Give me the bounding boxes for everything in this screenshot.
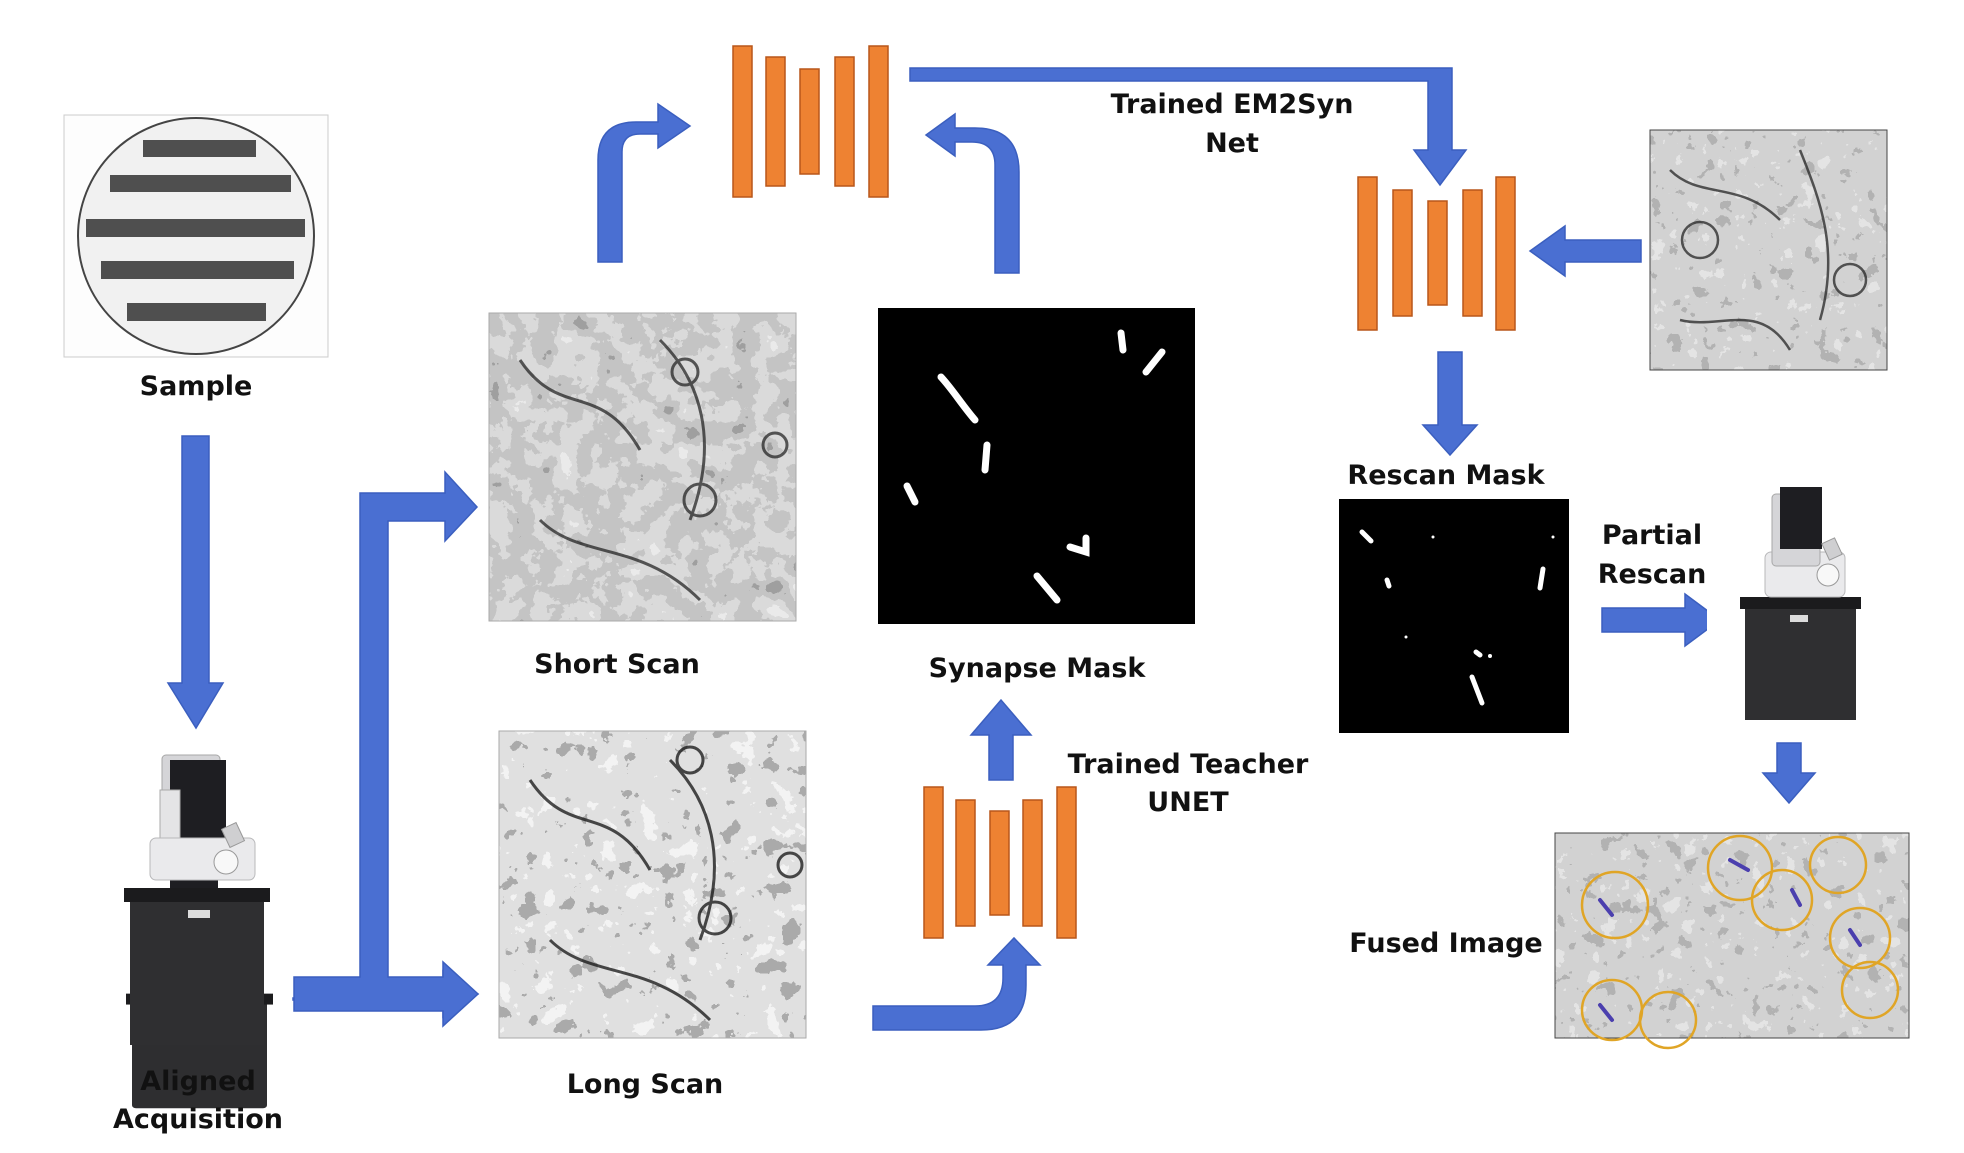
label-fused-image: Fused Image <box>1349 928 1542 959</box>
neural-network-icon-em2syn-training <box>732 45 889 198</box>
label-rescan: Rescan <box>1598 559 1707 590</box>
arrow-short-scan-to-em2syn <box>597 102 692 263</box>
sample-grid-icon <box>63 114 329 358</box>
label-synapse-mask: Synapse Mask <box>929 653 1147 684</box>
neural-network-icon-em2syn-deployed <box>1357 176 1516 331</box>
label-teacher-line2: UNET <box>1147 787 1229 818</box>
label-sample: Sample <box>140 371 253 402</box>
microscope-top <box>149 754 256 881</box>
label-teacher-line1: Trained Teacher <box>1068 749 1309 780</box>
label-acquisition: Acquisition <box>113 1104 283 1135</box>
arrow-teacher-to-synapse-mask <box>969 698 1033 781</box>
arrow-acquisition-branch <box>293 470 480 1028</box>
electron-microscope-icon-rescan <box>1707 487 1909 743</box>
new-em-image <box>1649 129 1888 371</box>
label-partial: Partial <box>1602 520 1702 551</box>
label-short-scan: Short Scan <box>534 649 700 680</box>
arrow-rescan-mask-to-microscope <box>1601 592 1722 648</box>
synapse-mask-image <box>878 308 1195 624</box>
long-scan-image <box>498 730 807 1039</box>
label-em2syn-line1: Trained EM2Syn <box>1111 89 1354 120</box>
arrow-long-scan-to-teacher <box>872 936 1042 1031</box>
arrow-em2syn-to-rescan-mask <box>1421 351 1479 457</box>
arrow-sample-to-acquisition <box>166 435 225 730</box>
short-scan-image <box>488 312 797 622</box>
label-aligned: Aligned <box>140 1066 256 1097</box>
fused-image <box>1554 832 1910 1050</box>
arrow-synapse-mask-to-em2syn <box>924 112 1020 274</box>
arrow-rescan-to-fused <box>1761 742 1817 805</box>
label-long-scan: Long Scan <box>567 1069 724 1100</box>
arrow-em2syn-training-to-deployed <box>909 67 1468 187</box>
neural-network-icon-teacher-unet <box>923 786 1077 939</box>
label-em2syn-line2: Net <box>1205 128 1259 159</box>
rescan-mask-image <box>1339 499 1569 733</box>
label-rescan-mask: Rescan Mask <box>1347 460 1545 491</box>
arrow-em-image-to-em2syn <box>1528 224 1642 278</box>
